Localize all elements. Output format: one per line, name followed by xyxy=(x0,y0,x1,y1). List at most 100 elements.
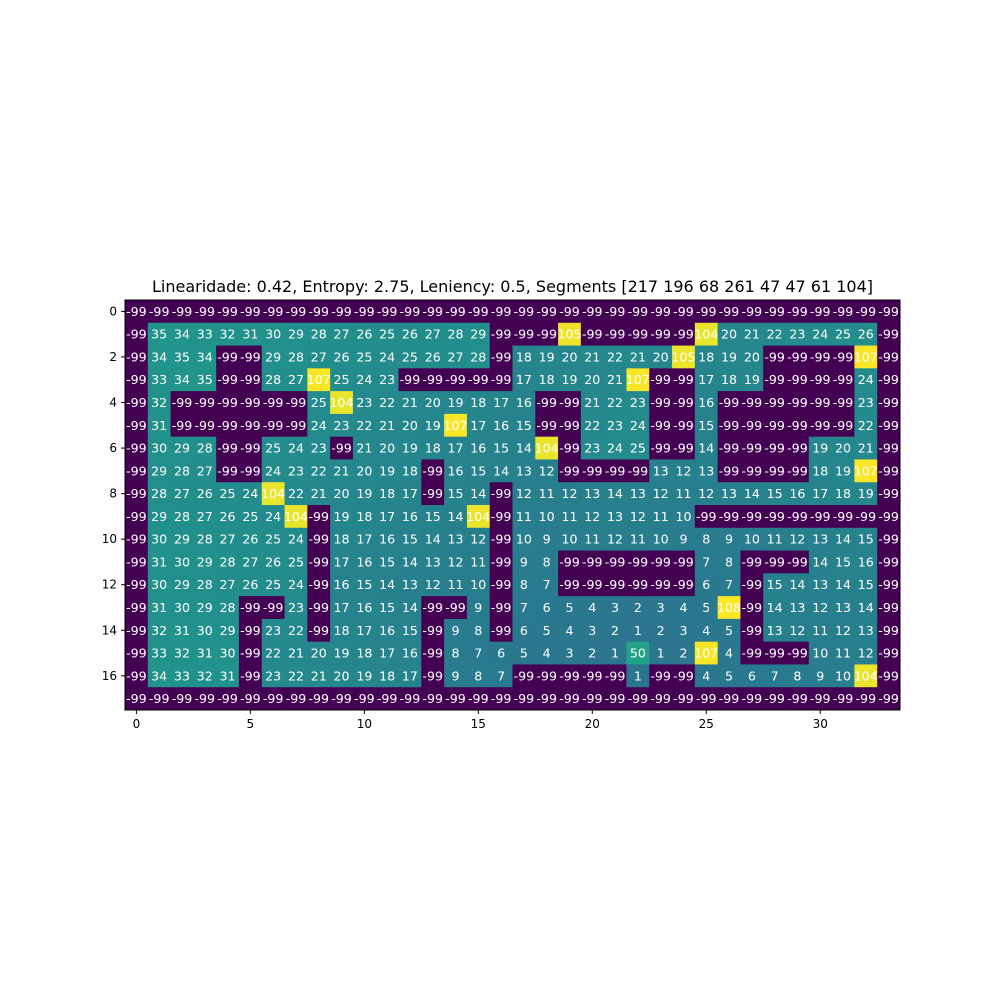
cell-value-label: 18 xyxy=(334,532,350,547)
cell-value-label: 27 xyxy=(220,577,236,592)
cell-value-label: 24 xyxy=(288,441,304,456)
heatmap-cell xyxy=(786,550,810,574)
heatmap-cell xyxy=(466,322,491,346)
heatmap-cell xyxy=(421,300,445,324)
heatmap-cell xyxy=(216,573,240,597)
cell-value-label: 27 xyxy=(220,532,236,547)
heatmap-cell xyxy=(307,550,331,574)
heatmap-cell xyxy=(307,368,331,392)
cell-value-label: 31 xyxy=(197,646,213,661)
cell-value-label: 4 xyxy=(565,623,573,638)
cell-value-label: 33 xyxy=(174,668,190,683)
heatmap-cell xyxy=(512,413,536,438)
cell-value-label: -99 xyxy=(240,349,261,364)
cell-value-label: -99 xyxy=(810,418,831,433)
heatmap-cell xyxy=(466,618,491,643)
cell-value-label: -99 xyxy=(719,463,740,478)
cell-value-label: 104 xyxy=(535,441,559,456)
heatmap-cell xyxy=(603,527,627,551)
cell-value-label: 30 xyxy=(151,577,167,592)
cell-value-label: -99 xyxy=(719,441,740,456)
cell-value-label: -99 xyxy=(149,691,170,706)
heatmap-cell xyxy=(352,527,377,551)
cell-value-label: 25 xyxy=(334,372,350,387)
cell-value-label: 1 xyxy=(611,646,619,661)
heatmap-cell xyxy=(877,618,901,643)
cell-value-label: -99 xyxy=(126,623,147,638)
heatmap-cell xyxy=(444,687,468,711)
cell-value-label: -99 xyxy=(491,304,512,319)
cell-value-label: -99 xyxy=(400,372,421,387)
cell-value-label: 17 xyxy=(379,509,395,524)
cell-value-label: 11 xyxy=(447,577,463,592)
heatmap-cell xyxy=(786,505,810,529)
heatmap-cell xyxy=(444,368,468,392)
cell-value-label: 107 xyxy=(443,418,467,433)
heatmap-cell xyxy=(193,322,217,346)
cell-value-label: 13 xyxy=(607,509,623,524)
heatmap-cell xyxy=(330,664,354,688)
heatmap-cell xyxy=(808,322,833,346)
heatmap-cell xyxy=(694,436,719,460)
heatmap-cell xyxy=(740,664,764,688)
cell-value-label: -99 xyxy=(536,327,557,342)
heatmap-cell xyxy=(466,641,491,665)
heatmap-cell xyxy=(147,550,171,574)
heatmap-cell xyxy=(694,413,719,438)
cell-value-label: 5 xyxy=(520,646,528,661)
heatmap-cell xyxy=(580,436,605,460)
heatmap-cell xyxy=(284,436,308,460)
heatmap-cell xyxy=(489,618,513,643)
heatmap-cell xyxy=(808,459,833,483)
heatmap-cell xyxy=(330,368,354,392)
cell-value-label: -99 xyxy=(673,372,694,387)
heatmap-cell xyxy=(512,322,536,346)
heatmap-cell xyxy=(717,573,741,597)
cell-value-label: 28 xyxy=(174,463,190,478)
heatmap-cell xyxy=(580,459,605,483)
cell-value-label: 18 xyxy=(539,372,555,387)
heatmap-cell xyxy=(489,550,513,574)
heatmap-cell xyxy=(421,436,445,460)
cell-value-label: -99 xyxy=(126,600,147,615)
heatmap-cell xyxy=(284,687,308,711)
cell-value-label: 107 xyxy=(626,372,650,387)
heatmap-cell xyxy=(284,573,308,597)
heatmap-cell xyxy=(352,664,377,688)
cell-value-label: 19 xyxy=(334,509,350,524)
heatmap-cell xyxy=(854,641,878,665)
heatmap-cell xyxy=(580,550,605,574)
heatmap-cell xyxy=(558,300,582,324)
cell-value-label: 24 xyxy=(858,372,874,387)
cell-value-label: 4 xyxy=(725,646,733,661)
cell-value-label: -99 xyxy=(491,327,512,342)
heatmap-cell xyxy=(261,596,285,620)
heatmap-cell xyxy=(603,505,627,529)
heatmap-cell xyxy=(626,505,650,529)
cell-value-label: 12 xyxy=(789,532,805,547)
heatmap-cell xyxy=(580,618,605,643)
cell-value-label: -99 xyxy=(605,463,626,478)
cell-value-label: 13 xyxy=(584,486,600,501)
cell-value-label: -99 xyxy=(628,463,649,478)
cell-value-label: 107 xyxy=(307,372,331,387)
heatmap-cell xyxy=(421,664,445,688)
heatmap-cell xyxy=(535,687,559,711)
cell-value-label: 14 xyxy=(402,554,418,569)
heatmap-cell xyxy=(535,596,559,620)
cell-value-label: 6 xyxy=(748,668,756,683)
heatmap-cell xyxy=(580,505,605,529)
cell-value-label: 7 xyxy=(771,668,779,683)
heatmap-cell xyxy=(489,459,513,483)
cell-value-label: 23 xyxy=(334,418,350,433)
heatmap-cell xyxy=(375,436,399,460)
x-tick-label: 5 xyxy=(247,717,255,731)
heatmap-cell xyxy=(694,664,719,688)
heatmap-cell xyxy=(398,641,422,665)
heatmap-cell xyxy=(831,687,855,711)
cell-value-label: -99 xyxy=(491,600,512,615)
cell-value-label: -99 xyxy=(764,395,785,410)
heatmap-cell xyxy=(831,618,855,643)
heatmap-cell xyxy=(398,413,422,438)
heatmap-cell xyxy=(786,300,810,324)
